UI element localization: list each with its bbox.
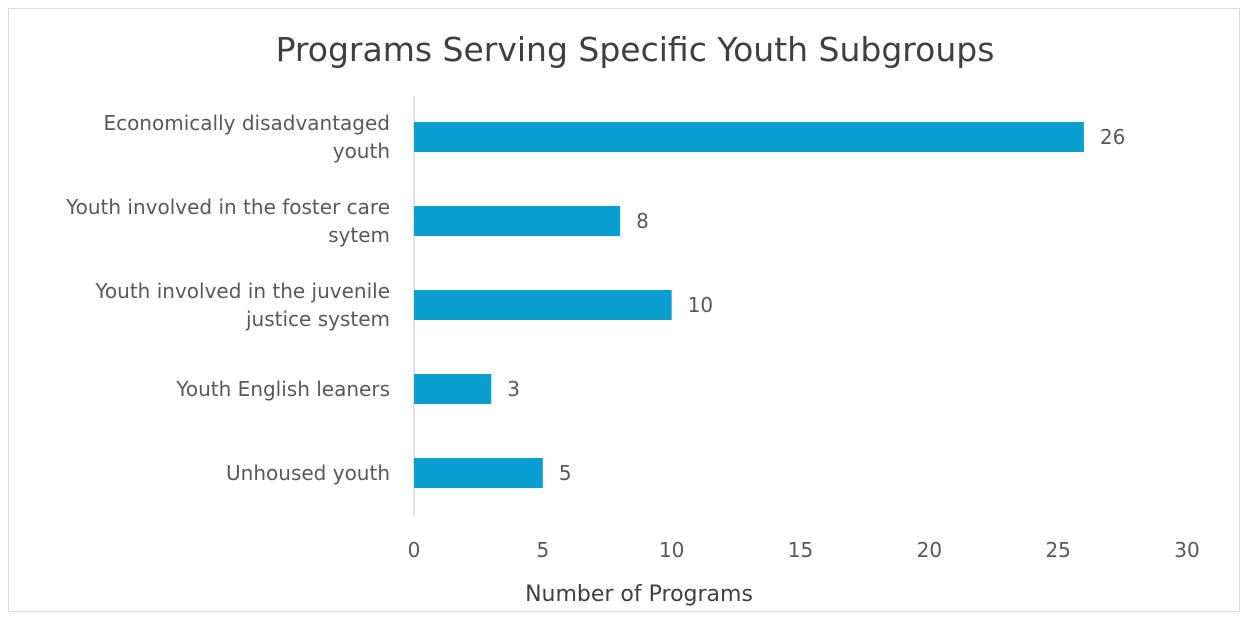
x-axis-label: Number of Programs	[525, 582, 753, 607]
bar	[414, 206, 621, 236]
y-tick-label: Youth English leaners	[175, 377, 390, 401]
y-tick-label: justice system	[245, 307, 390, 331]
bar	[414, 290, 672, 320]
bar	[414, 122, 1084, 152]
data-label: 3	[507, 377, 520, 401]
x-tick-label: 30	[1174, 538, 1199, 562]
data-label: 8	[636, 209, 649, 233]
x-tick-label: 15	[788, 538, 813, 562]
x-tick-label: 0	[408, 538, 421, 562]
y-tick-label: Youth involved in the foster care	[65, 195, 390, 219]
x-tick-label: 20	[917, 538, 942, 562]
bar	[414, 374, 492, 404]
y-tick-label: sytem	[328, 223, 390, 247]
data-label: 10	[688, 293, 713, 317]
chart-title: Programs Serving Specific Youth Subgroup…	[275, 30, 995, 69]
y-tick-label: youth	[333, 139, 390, 163]
x-tick-label: 10	[659, 538, 684, 562]
data-label: 26	[1100, 125, 1125, 149]
y-tick-label: Youth involved in the juvenile	[94, 279, 390, 303]
y-tick-label: Unhoused youth	[226, 461, 390, 485]
x-tick-label: 25	[1045, 538, 1070, 562]
y-tick-label: Economically disadvantaged	[103, 111, 390, 135]
x-tick-label: 5	[536, 538, 549, 562]
bar	[414, 458, 543, 488]
data-label: 5	[559, 461, 572, 485]
